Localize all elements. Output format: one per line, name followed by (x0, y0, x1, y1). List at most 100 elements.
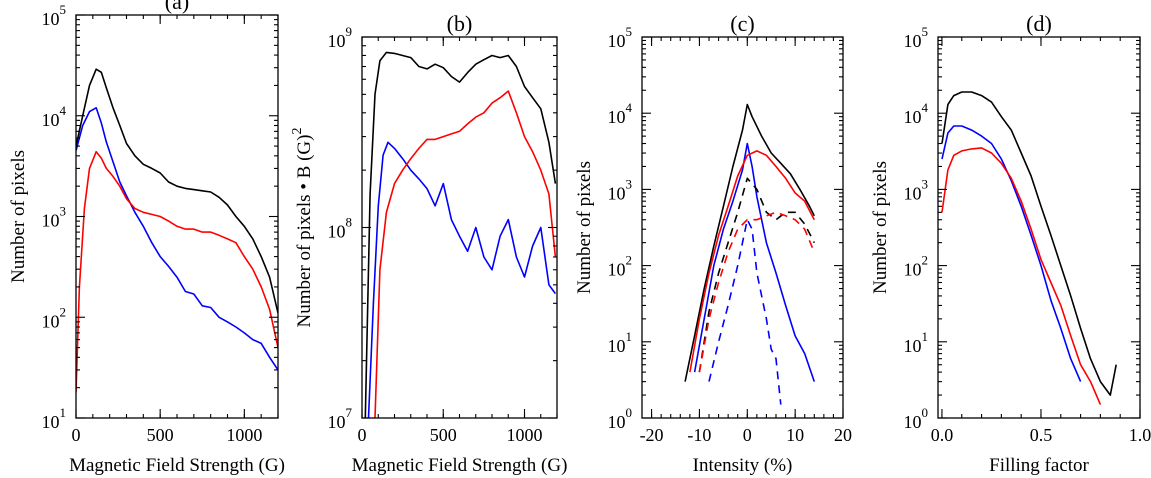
x-tick-label: 1.0 (1129, 425, 1151, 445)
y-tick-label: 101 (904, 329, 929, 356)
y-tick-base: 10 (608, 183, 626, 203)
y-tick-base: 10 (42, 311, 60, 331)
y-tick-exponent: 5 (922, 24, 929, 39)
y-tick-base: 10 (608, 336, 626, 356)
y-axis-label-text: Number of pixels (8, 150, 29, 283)
y-tick-label: 104 (608, 100, 633, 127)
x-tick-label: 500 (147, 425, 174, 445)
y-tick-label: 102 (608, 253, 633, 280)
y-tick-exponent: 4 (60, 103, 67, 118)
x-tick-label: 0 (743, 425, 752, 445)
y-tick-label: 109 (328, 24, 353, 51)
y-tick-label: 104 (42, 103, 67, 130)
y-tick-base: 10 (328, 222, 346, 242)
y-tick-base: 10 (904, 412, 922, 432)
x-axis-label: Magnetic Field Strength (G) (69, 455, 285, 476)
y-tick-base: 10 (904, 107, 922, 127)
panel-label: (d) (1026, 11, 1052, 36)
y-tick-label: 105 (904, 24, 929, 51)
y-tick-label: 107 (328, 405, 353, 432)
panel-label: (c) (730, 11, 754, 36)
y-tick-label: 105 (42, 2, 67, 29)
y-tick-exponent: 3 (922, 176, 929, 191)
y-tick-label: 102 (42, 304, 67, 331)
series-line-3 (374, 90, 557, 418)
series-group (941, 91, 1117, 405)
y-tick-label: 100 (904, 405, 929, 432)
series-line-1 (364, 51, 557, 418)
x-tick-label: -10 (687, 425, 711, 445)
series-line-3 (689, 150, 816, 373)
series-line-1 (76, 68, 278, 314)
series-line-6 (698, 211, 816, 373)
plot-frame (75, 14, 279, 419)
y-tick-label: 100 (608, 405, 633, 432)
x-tick-label: 10 (786, 425, 804, 445)
y-tick-base: 10 (328, 31, 346, 51)
series-line-3 (76, 150, 278, 393)
x-tick-label: 1000 (507, 425, 543, 445)
x-tick-label: 0.5 (1030, 425, 1053, 445)
y-tick-base: 10 (608, 107, 626, 127)
y-tick-exponent: 4 (922, 100, 929, 115)
series-line-4 (698, 177, 816, 373)
y-axis-label-exponent: 2 (290, 128, 305, 135)
x-tick-label: 1000 (226, 425, 262, 445)
y-axis-label-text: Number of pixels • B (G) (294, 135, 315, 328)
x-tick-label: -20 (640, 425, 664, 445)
y-tick-exponent: 0 (626, 405, 633, 420)
y-tick-base: 10 (328, 412, 346, 432)
y-tick-base: 10 (42, 412, 60, 432)
y-axis-label-text: Number of pixels (574, 161, 595, 294)
y-tick-base: 10 (42, 110, 60, 130)
y-tick-label: 101 (42, 405, 67, 432)
series-group (76, 68, 278, 393)
y-tick-exponent: 0 (922, 405, 929, 420)
x-tick-label: 20 (834, 425, 852, 445)
y-tick-exponent: 8 (346, 215, 353, 230)
x-axis-label: Magnetic Field Strength (G) (352, 455, 568, 476)
y-tick-base: 10 (904, 336, 922, 356)
y-axis-label-text: Number of pixels (870, 161, 891, 294)
y-tick-exponent: 1 (626, 329, 633, 344)
y-tick-label: 104 (904, 100, 929, 127)
plot-frame (361, 36, 558, 419)
series-line-2 (941, 125, 1082, 382)
series-line-5 (708, 218, 782, 405)
y-tick-base: 10 (42, 211, 60, 231)
y-axis-label: Number of pixels (870, 161, 891, 294)
x-axis-label: Filling factor (989, 455, 1089, 476)
y-tick-base: 10 (42, 9, 60, 29)
y-tick-label: 103 (608, 176, 633, 203)
x-axis-label: Intensity (%) (693, 455, 793, 476)
series-line-2 (76, 107, 278, 371)
y-tick-exponent: 2 (60, 304, 67, 319)
y-tick-label: 108 (328, 215, 353, 242)
y-tick-label: 103 (904, 176, 929, 203)
y-tick-exponent: 1 (922, 329, 929, 344)
series-line-3 (941, 147, 1102, 405)
y-axis-label: Number of pixels (574, 161, 595, 294)
series-line-2 (693, 142, 816, 382)
panel-label: (a) (165, 0, 189, 14)
y-tick-base: 10 (904, 183, 922, 203)
series-line-1 (941, 91, 1117, 396)
series-group (364, 51, 557, 418)
x-tick-label: 0 (358, 425, 367, 445)
y-tick-exponent: 4 (626, 100, 633, 115)
x-tick-label: 500 (430, 425, 457, 445)
series-line-1 (684, 103, 816, 382)
y-tick-base: 10 (608, 260, 626, 280)
series-line-2 (367, 141, 557, 418)
y-axis-label: Number of pixels • B (G)2 (290, 128, 315, 328)
y-tick-base: 10 (608, 31, 626, 51)
plot-frame (937, 36, 1141, 419)
y-tick-exponent: 1 (60, 405, 67, 420)
y-tick-label: 101 (608, 329, 633, 356)
y-tick-base: 10 (904, 31, 922, 51)
y-tick-exponent: 7 (346, 405, 353, 420)
y-tick-exponent: 3 (60, 204, 67, 219)
